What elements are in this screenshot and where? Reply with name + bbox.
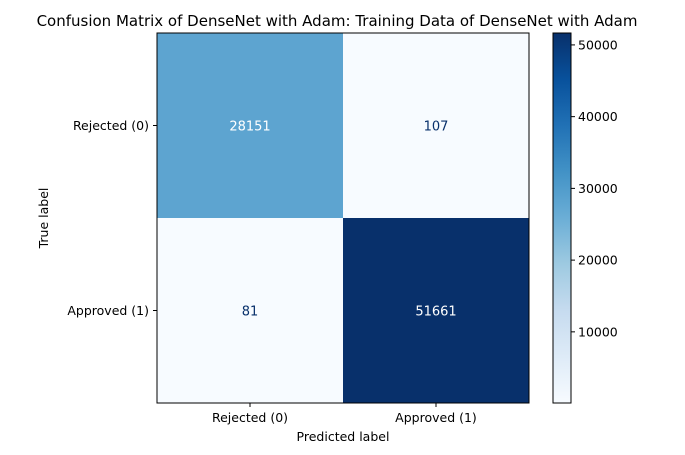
x-axis-label: Predicted label [297, 429, 390, 444]
colorbar-tick-label: 30000 [578, 181, 618, 196]
cell-value-label: 28151 [229, 120, 270, 135]
colorbar-tick-label: 40000 [578, 109, 618, 124]
cell-value-label: 51661 [415, 305, 456, 320]
heatmap-cell [343, 218, 529, 403]
colorbar-tick-label: 10000 [578, 324, 618, 339]
colorbar-tick-label: 50000 [578, 37, 618, 52]
colorbar-tick-label: 20000 [578, 253, 618, 268]
cell-value-label: 81 [242, 305, 259, 320]
chart-title: Confusion Matrix of DenseNet with Adam: … [37, 12, 638, 30]
heatmap-cell [157, 33, 343, 218]
y-axis-ticks: Rejected (0) Approved (1) [67, 118, 157, 318]
colorbar-ticks: 10000 20000 30000 40000 50000 [571, 37, 618, 339]
x-axis-ticks: Rejected (0) Approved (1) [212, 403, 477, 425]
y-tick-label: Rejected (0) [73, 118, 149, 133]
heatmap-cell [157, 218, 343, 403]
heatmap-cell [343, 33, 529, 218]
y-tick-label: Approved (1) [67, 303, 149, 318]
heatmap-cells: 28151 107 81 51661 [157, 33, 529, 403]
x-tick-label: Approved (1) [395, 410, 477, 425]
x-tick-label: Rejected (0) [212, 410, 288, 425]
cell-value-label: 107 [424, 120, 449, 135]
plot-frame [156, 32, 530, 404]
y-axis-label: True label [36, 188, 51, 250]
colorbar [552, 32, 572, 404]
